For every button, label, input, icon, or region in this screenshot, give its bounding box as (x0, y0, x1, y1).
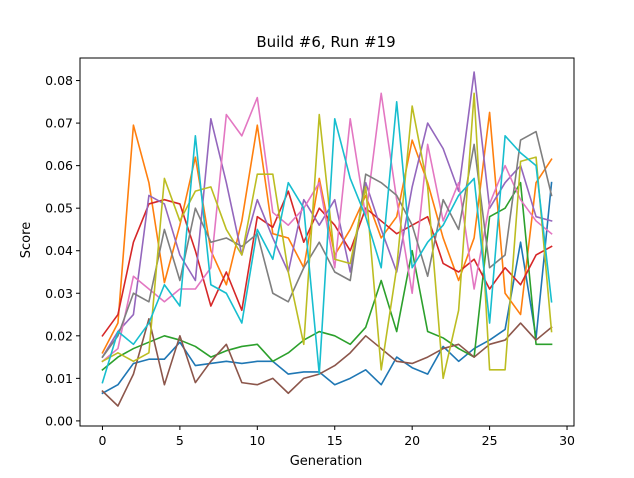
plot-frame (79, 57, 575, 427)
series-line-3 (101, 181, 553, 371)
x-tick-label: 25 (482, 433, 498, 448)
y-axis-label: Score (19, 222, 34, 258)
y-tick-label: 0.05 (45, 201, 73, 216)
series-line-4 (101, 190, 553, 337)
x-axis-label: Generation (290, 454, 363, 469)
y-tick-label: 0.03 (45, 286, 73, 301)
series-line-9 (101, 92, 553, 380)
y-tick-label: 0.02 (45, 328, 73, 343)
y-tick-label: 0.00 (45, 413, 73, 428)
series-line-7 (101, 92, 553, 363)
series-layer (101, 71, 553, 407)
x-tick-label: 5 (176, 433, 184, 448)
y-tick-label: 0.08 (45, 73, 73, 88)
series-line-6 (101, 317, 553, 407)
chart-title: Build #6, Run #19 (256, 33, 395, 51)
series-line-5 (101, 71, 553, 359)
y-axis: 0.00 0.01 0.02 0.03 0.04 0.05 0.06 0.07 0.08 (45, 73, 80, 428)
y-tick-label: 0.07 (45, 116, 73, 131)
x-tick-label: 15 (327, 433, 343, 448)
y-tick-label: 0.04 (45, 243, 73, 258)
x-tick-label: 10 (249, 433, 265, 448)
y-tick-label: 0.01 (45, 371, 73, 386)
y-tick-label: 0.06 (45, 158, 73, 173)
x-axis: 0 5 10 15 20 25 30 (98, 426, 575, 448)
x-tick-label: 30 (559, 433, 575, 448)
x-tick-label: 20 (404, 433, 420, 448)
x-tick-label: 0 (98, 433, 106, 448)
series-line-10 (101, 101, 553, 384)
